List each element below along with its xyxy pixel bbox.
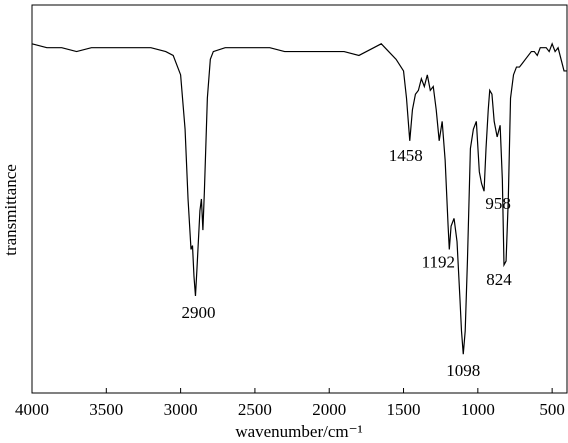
- x-tick-label: 2500: [238, 400, 272, 419]
- x-axis-label: wavenumber/cm⁻¹: [235, 422, 362, 441]
- x-tick-label: 3500: [89, 400, 123, 419]
- peak-label: 1458: [389, 146, 423, 165]
- x-tick-label: 1500: [387, 400, 421, 419]
- plot-frame: [31, 4, 568, 394]
- peak-label: 824: [486, 270, 512, 289]
- x-tick-label: 1000: [461, 400, 495, 419]
- x-tick-label: 2000: [312, 400, 346, 419]
- x-tick-label: 4000: [15, 400, 49, 419]
- peak-label: 2900: [181, 303, 215, 322]
- spectrum-line: [31, 42, 567, 355]
- x-tick-label: 3000: [164, 400, 198, 419]
- peak-label: 1192: [422, 252, 455, 271]
- peak-label: 1098: [446, 361, 480, 380]
- x-tick-label: 500: [539, 400, 565, 419]
- y-axis-label: transmittance: [1, 164, 20, 256]
- peak-label: 958: [485, 194, 511, 213]
